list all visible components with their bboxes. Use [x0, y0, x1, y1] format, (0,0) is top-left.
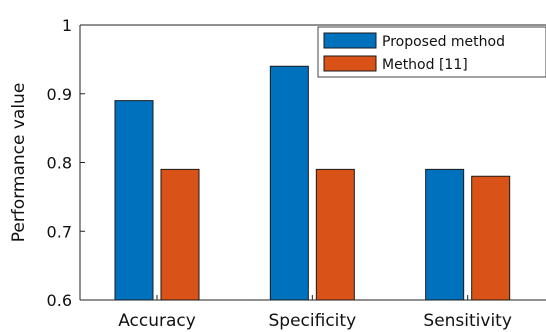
x-tick-label: Specificity — [269, 311, 357, 331]
bar-sensitivity-series-0 — [425, 168, 465, 301]
legend-swatch — [323, 55, 377, 72]
axis-labels: Performance value Accuracy Specificity Sen… — [9, 83, 512, 331]
y-tick-label: 0.6 — [47, 291, 72, 310]
legend-label: Method [11] — [382, 57, 468, 73]
legend-label: Proposed method — [382, 34, 505, 50]
y-tick-label: 0.9 — [47, 85, 72, 104]
y-tick-label: 0.8 — [47, 154, 72, 173]
bars — [114, 65, 511, 301]
bar-sensitivity-series-1 — [471, 175, 511, 301]
bar-accuracy-series-0 — [114, 100, 154, 301]
y-tick-label: 1 — [62, 16, 72, 35]
legend-swatch — [323, 32, 377, 49]
x-tick-label: Accuracy — [118, 311, 196, 331]
bar-specificity-series-1 — [315, 168, 355, 301]
y-axis-label: Performance value — [9, 83, 29, 243]
bar-accuracy-series-1 — [160, 168, 200, 301]
y-tick-label: 0.7 — [47, 222, 72, 241]
bar-specificity-series-0 — [269, 65, 309, 301]
axes: 0.6 0.7 0.8 0.9 1 — [47, 16, 546, 310]
x-tick-label: Sensitivity — [423, 311, 512, 331]
legend: Proposed method Method [11] — [317, 26, 546, 78]
